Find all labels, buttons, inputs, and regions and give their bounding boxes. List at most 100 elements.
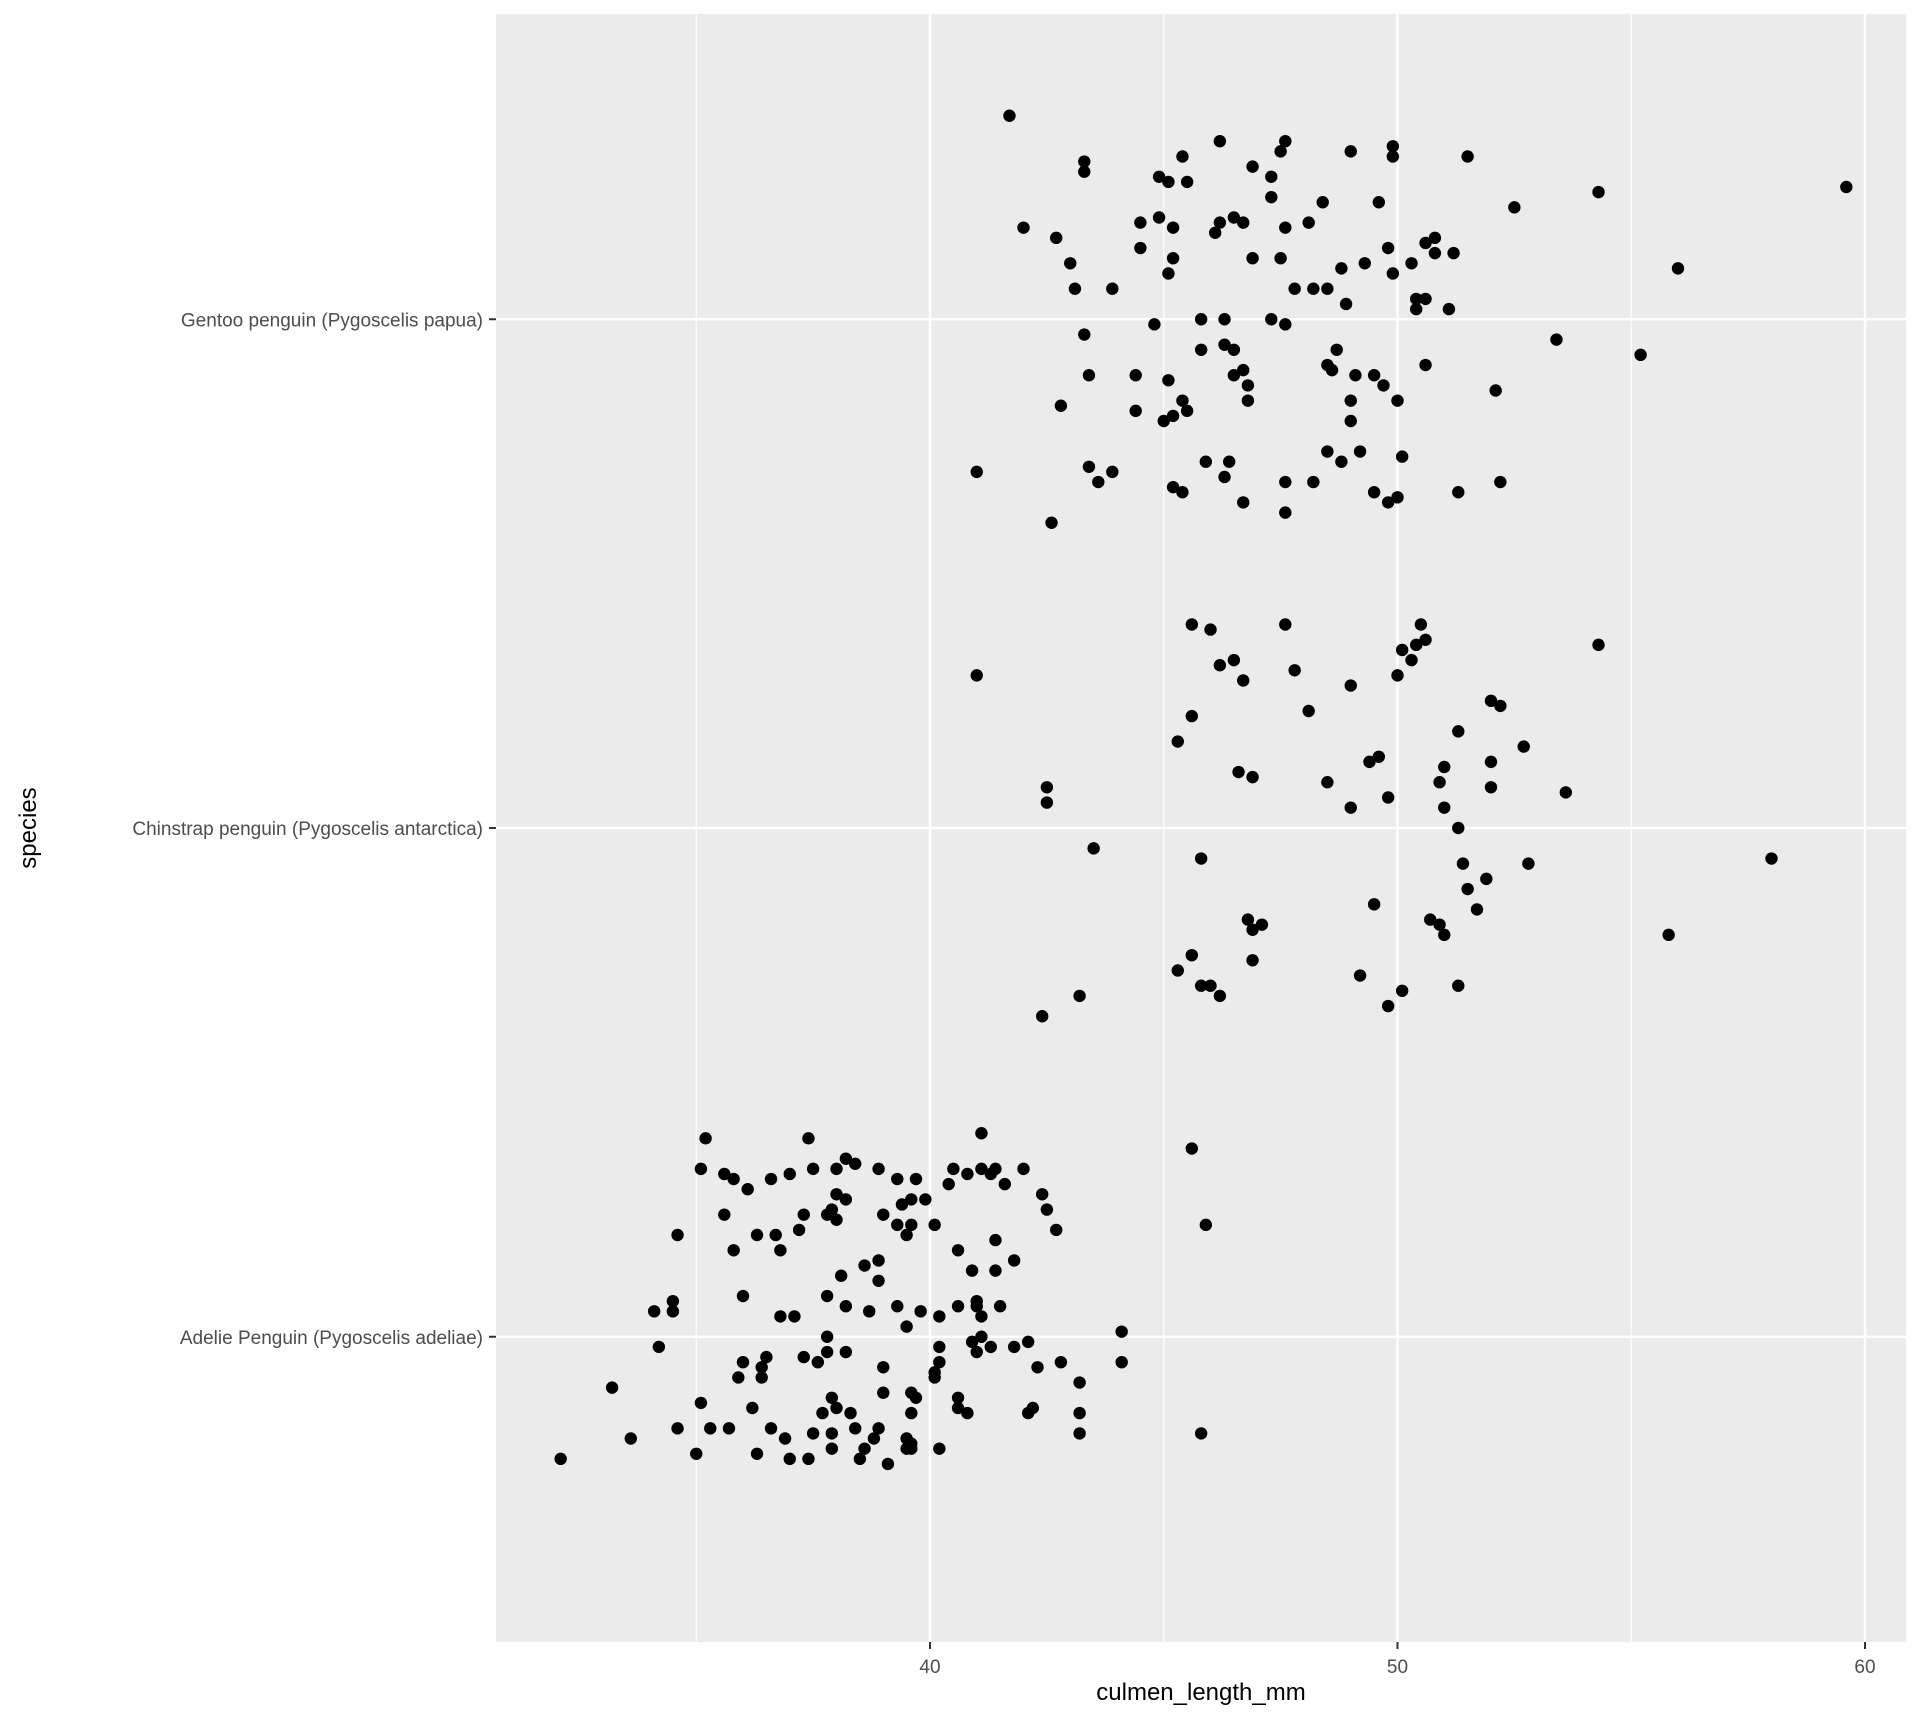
data-point [1237, 216, 1250, 229]
data-point [806, 1427, 820, 1440]
data-point [1395, 643, 1409, 657]
data-point [816, 1406, 829, 1420]
y-axis: Adelie Penguin (Pygoscelis adeliae) Chins… [132, 310, 496, 1349]
data-point [970, 1300, 983, 1313]
data-point [746, 1401, 759, 1415]
data-point [839, 1152, 853, 1165]
data-point [849, 1157, 862, 1170]
data-point [1176, 486, 1189, 499]
data-point [844, 1406, 857, 1420]
data-point [877, 1208, 890, 1221]
data-point [1171, 735, 1184, 748]
y-tick-label: Chinstrap penguin (Pygoscelis antarctica… [132, 819, 483, 840]
data-point [605, 1381, 619, 1394]
data-point [671, 1422, 684, 1435]
data-point [694, 1396, 708, 1410]
data-point [858, 1442, 871, 1455]
data-point [1517, 740, 1530, 753]
data-point [1213, 216, 1227, 229]
data-point [1494, 699, 1507, 713]
data-point [1087, 842, 1100, 855]
data-point [1405, 653, 1418, 667]
data-point [1302, 216, 1315, 229]
data-point [1017, 221, 1030, 234]
data-point [792, 1223, 806, 1237]
data-point [909, 1391, 923, 1405]
data-point [1405, 257, 1418, 270]
data-point [1438, 928, 1451, 942]
data-point [1279, 134, 1292, 148]
x-tick-label: 40 [919, 1657, 940, 1678]
data-point [947, 1162, 960, 1176]
data-point [900, 1228, 913, 1242]
data-point [1134, 241, 1147, 255]
data-point [1073, 1406, 1086, 1420]
data-point [554, 1452, 567, 1466]
data-point [1185, 709, 1199, 723]
data-point [825, 1442, 839, 1455]
data-point [778, 1432, 792, 1445]
data-point [1054, 1355, 1068, 1369]
data-point [1592, 185, 1605, 199]
data-point [1194, 852, 1208, 865]
data-point [1447, 246, 1460, 260]
data-point [877, 1361, 890, 1374]
data-point [1321, 282, 1334, 295]
data-point [1381, 999, 1395, 1013]
data-point [1082, 369, 1096, 382]
data-point [1367, 486, 1381, 499]
data-point [1194, 1427, 1208, 1440]
data-point [1424, 913, 1437, 926]
data-point [1162, 175, 1175, 189]
data-point [1316, 196, 1329, 209]
data-point [1349, 369, 1362, 382]
data-point [1480, 872, 1493, 886]
data-point [1372, 196, 1386, 209]
data-point [741, 1183, 754, 1196]
data-point [1395, 450, 1409, 463]
data-point [1078, 165, 1091, 178]
data-point [1204, 979, 1217, 992]
data-point [881, 1457, 895, 1471]
data-point [1662, 928, 1675, 942]
y-tick-label: Gentoo penguin (Pygoscelis papua) [181, 310, 483, 331]
data-point [1559, 786, 1573, 799]
data-point [1176, 150, 1189, 163]
data-point [891, 1218, 904, 1232]
data-point [1166, 409, 1180, 423]
data-point [811, 1355, 824, 1369]
data-point [1241, 913, 1255, 926]
data-point [722, 1422, 736, 1435]
data-point [1232, 765, 1245, 779]
data-point [1442, 302, 1456, 316]
data-point [905, 1193, 918, 1206]
data-point [774, 1310, 787, 1323]
data-point [1386, 140, 1400, 153]
data-point [905, 1406, 918, 1420]
data-point [1288, 664, 1301, 677]
data-point [1321, 445, 1334, 458]
data-point [1634, 348, 1647, 362]
data-point [1106, 465, 1119, 479]
data-point [727, 1244, 740, 1257]
data-point [1180, 404, 1194, 418]
data-point [993, 1300, 1007, 1313]
data-point [975, 1330, 988, 1343]
data-point [872, 1422, 885, 1435]
data-point [1040, 1203, 1054, 1216]
data-point [718, 1208, 731, 1221]
data-point [1484, 781, 1498, 794]
data-point [1241, 394, 1255, 407]
x-axis: 40 50 60 [919, 1642, 1876, 1678]
data-point [755, 1371, 768, 1384]
data-point [933, 1355, 946, 1369]
data-point [1237, 496, 1250, 509]
data-point [806, 1162, 820, 1176]
data-point [1204, 623, 1217, 636]
data-point [736, 1355, 750, 1369]
data-point [1115, 1325, 1128, 1338]
data-point [1470, 903, 1484, 916]
data-point [825, 1427, 839, 1440]
data-point [774, 1244, 787, 1257]
